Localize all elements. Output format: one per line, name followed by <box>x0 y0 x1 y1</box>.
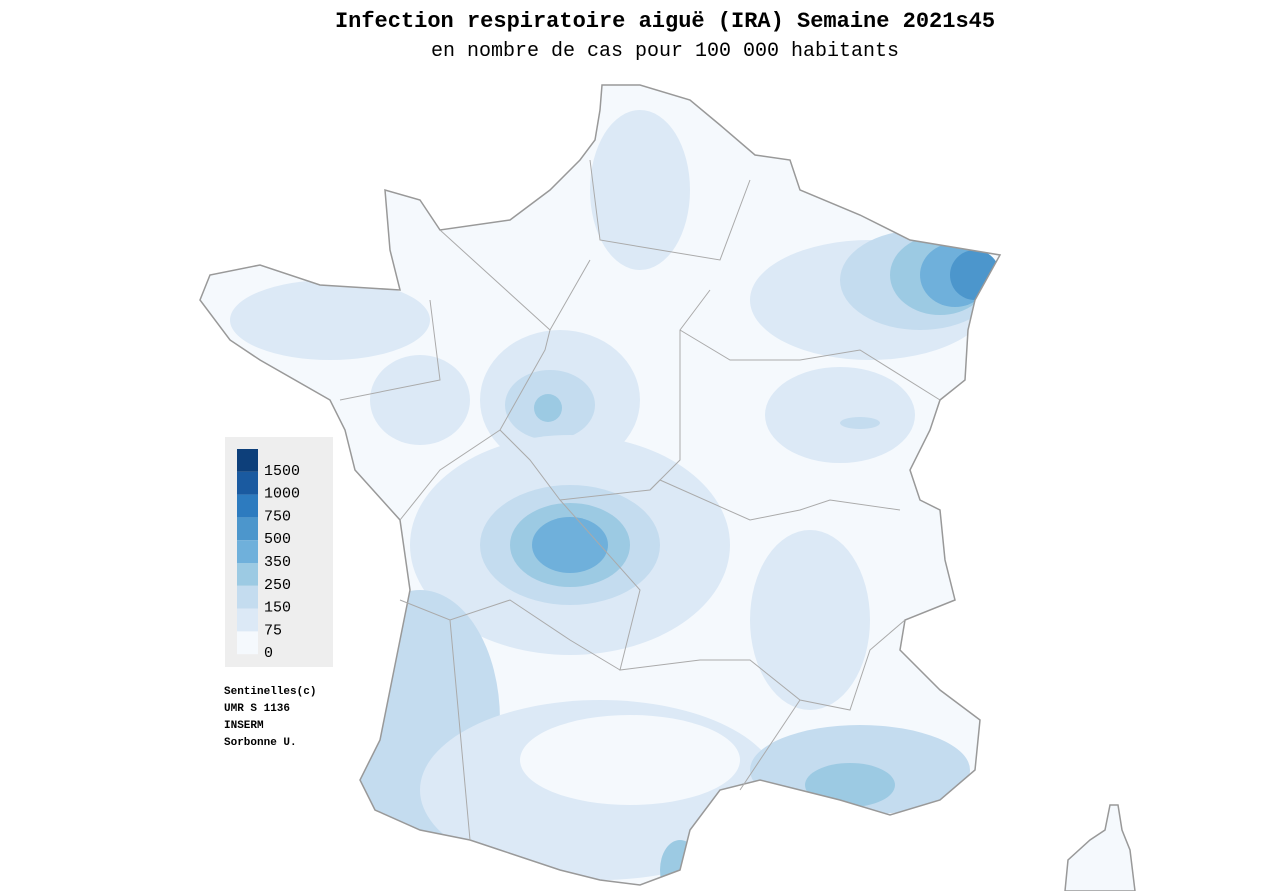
legend-swatch <box>237 540 258 563</box>
legend-label: 350 <box>264 554 291 571</box>
credit-line: INSERM <box>224 720 264 732</box>
credit-line: Sorbonne U. <box>224 737 297 749</box>
legend-label: 0 <box>264 645 273 662</box>
legend-label: 1000 <box>264 486 300 503</box>
legend-label: 250 <box>264 577 291 594</box>
legend-swatch <box>237 471 258 495</box>
credit-line: Sentinelles(c) <box>224 686 316 698</box>
credits: Sentinelles(c) UMR S 1136 INSERM Sorbonne U… <box>224 686 316 749</box>
title: Infection respiratoire aiguë (IRA) Semai… <box>335 9 995 34</box>
legend-swatch <box>237 563 258 586</box>
region-borders <box>339 159 941 841</box>
legend-swatch <box>237 494 258 518</box>
credit-line: UMR S 1136 <box>224 703 290 715</box>
legend-swatch <box>237 631 258 655</box>
legend-swatch <box>237 449 258 472</box>
corsica <box>1064 804 1136 891</box>
legend-swatch <box>237 608 258 632</box>
subtitle: en nombre de cas pour 100 000 habitants <box>431 40 899 63</box>
legend-label: 750 <box>264 508 291 525</box>
legend-label: 500 <box>264 531 291 548</box>
legend-swatch <box>237 517 258 541</box>
legend-swatch <box>237 585 258 609</box>
legend-label: 1500 <box>264 463 300 480</box>
legend-label: 75 <box>264 622 282 639</box>
legend-label: 150 <box>264 600 291 617</box>
